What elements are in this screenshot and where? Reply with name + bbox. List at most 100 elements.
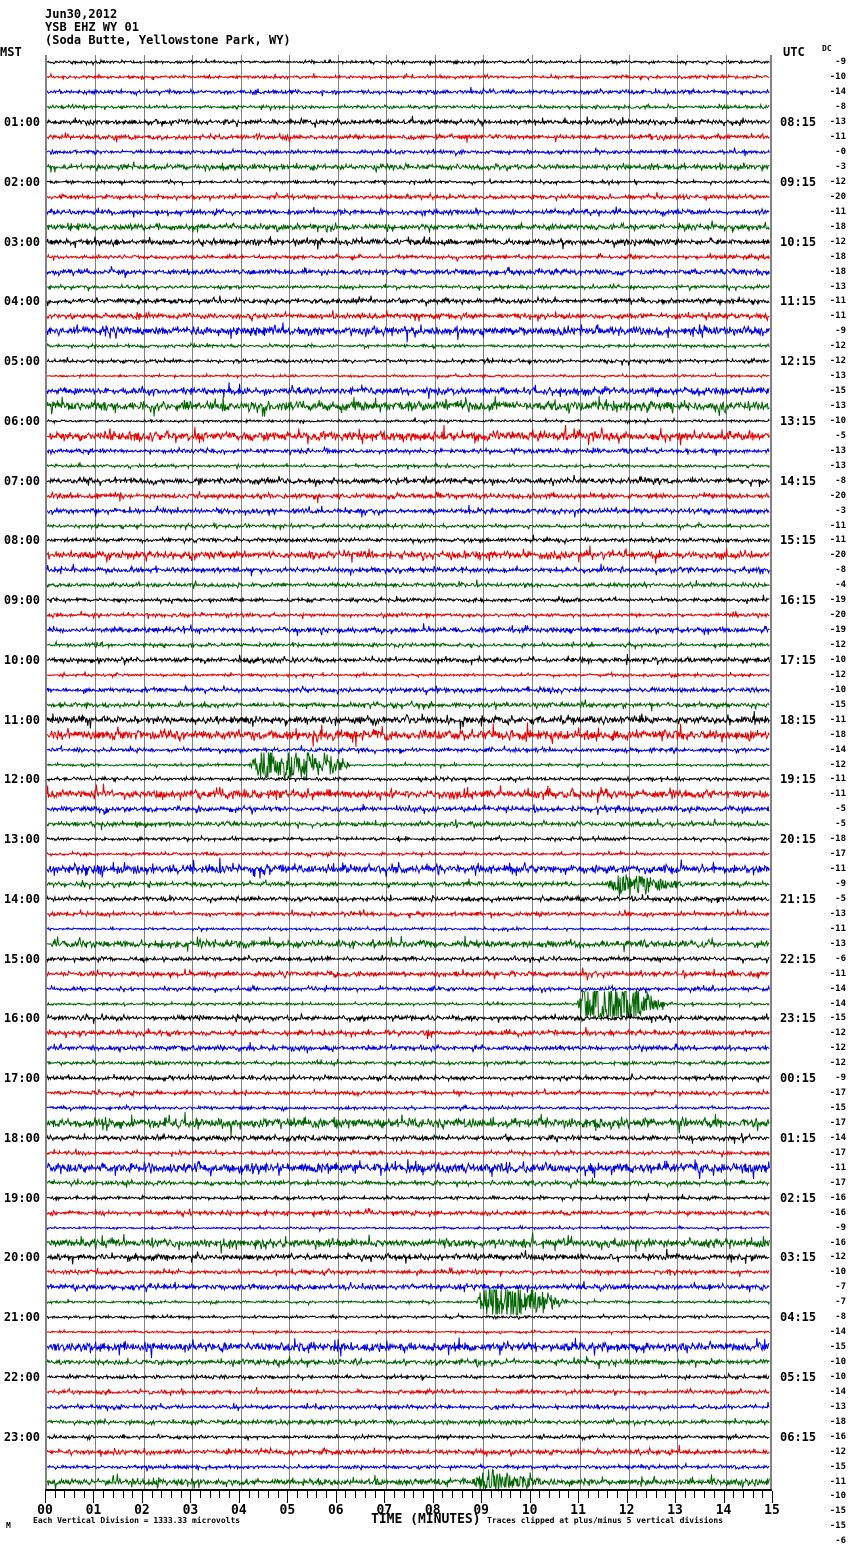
trace-path bbox=[47, 133, 769, 143]
trace-row-9 bbox=[47, 184, 770, 210]
axis-tick-minor bbox=[103, 1491, 105, 1498]
axis-tick-minor bbox=[200, 1491, 202, 1498]
utc-time-label: 17:15 bbox=[780, 652, 817, 667]
axis-tick-minor bbox=[636, 1491, 638, 1498]
trace-row-66 bbox=[47, 1035, 770, 1061]
trace-row-69 bbox=[47, 1080, 770, 1106]
trace-path bbox=[47, 491, 769, 503]
trace-row-45 bbox=[47, 722, 770, 748]
axis-tick-minor bbox=[403, 1491, 405, 1498]
mst-time-label: 07:00 bbox=[3, 473, 40, 488]
trace-path bbox=[47, 374, 769, 379]
axis-tick-major bbox=[190, 1491, 192, 1503]
x-axis-tick-label: 06 bbox=[327, 1503, 344, 1518]
axis-tick-minor bbox=[607, 1491, 609, 1498]
axis-tick-minor bbox=[616, 1491, 618, 1498]
axis-tick-minor bbox=[248, 1491, 250, 1498]
axis-tick-minor bbox=[122, 1491, 124, 1498]
trace-row-76 bbox=[47, 1185, 770, 1211]
mst-time-label: 11:00 bbox=[3, 712, 40, 727]
trace-row-36 bbox=[47, 587, 770, 613]
dc-offset-value: -3 bbox=[835, 162, 846, 173]
axis-tick-minor bbox=[452, 1491, 454, 1498]
axis-tick-minor bbox=[267, 1491, 269, 1498]
x-axis-tick-label: 01 bbox=[85, 1503, 102, 1518]
utc-time-label: 23:15 bbox=[780, 1011, 817, 1026]
dc-offset-value: -9 bbox=[835, 1073, 846, 1084]
utc-time-label: 13:15 bbox=[780, 413, 817, 428]
dc-offset-value: -11 bbox=[829, 535, 846, 546]
x-axis-tick-label: 00 bbox=[37, 1503, 53, 1518]
dc-offset-value: -10 bbox=[829, 1491, 846, 1502]
utc-time-label: 02:15 bbox=[780, 1190, 817, 1205]
x-axis-tick-label: 03 bbox=[182, 1503, 199, 1518]
axis-tick-major bbox=[335, 1491, 337, 1503]
trace-row-35 bbox=[47, 572, 770, 598]
gridline-minute-10 bbox=[531, 55, 533, 1489]
trace-row-60 bbox=[47, 946, 770, 972]
mst-time-label: 09:00 bbox=[3, 593, 40, 608]
trace-row-91 bbox=[47, 1409, 770, 1435]
utc-time-label: 20:15 bbox=[780, 832, 817, 847]
trace-row-10 bbox=[47, 199, 770, 225]
trace-row-50 bbox=[47, 796, 770, 822]
axis-tick-major bbox=[772, 1491, 773, 1503]
axis-tick-minor bbox=[471, 1491, 473, 1498]
axis-tick-minor bbox=[326, 1491, 328, 1498]
trace-path bbox=[47, 685, 769, 695]
axis-tick-minor bbox=[64, 1491, 66, 1498]
trace-path bbox=[47, 462, 769, 469]
axis-tick-minor bbox=[83, 1491, 85, 1498]
axis-tick-major bbox=[675, 1491, 677, 1503]
trace-row-52 bbox=[47, 826, 770, 852]
trace-row-5 bbox=[47, 124, 770, 150]
dc-offset-value: -5 bbox=[835, 430, 846, 441]
trace-path bbox=[47, 595, 769, 604]
dc-offset-value: -15 bbox=[829, 1342, 846, 1353]
dc-offset-value: -10 bbox=[829, 72, 846, 83]
dc-offset-value: -19 bbox=[829, 625, 846, 636]
trace-row-4 bbox=[47, 109, 770, 135]
dc-offset-value: -10 bbox=[829, 684, 846, 695]
utc-time-label: 22:15 bbox=[780, 951, 817, 966]
trace-row-0 bbox=[47, 49, 770, 75]
dc-offset-value: -18 bbox=[829, 251, 846, 262]
trace-path bbox=[47, 711, 769, 729]
dc-offset-value: -12 bbox=[829, 176, 846, 187]
trace-row-40 bbox=[47, 647, 770, 673]
dc-offset-value: -15 bbox=[829, 386, 846, 397]
axis-tick-minor bbox=[161, 1491, 163, 1498]
trace-path bbox=[47, 74, 769, 81]
dc-offset-value: -5 bbox=[835, 893, 846, 904]
dc-offset-value: -13 bbox=[829, 460, 846, 471]
trace-path bbox=[47, 1225, 769, 1231]
dc-offset-value: -12 bbox=[829, 1028, 846, 1039]
trace-path bbox=[47, 1445, 769, 1457]
trace-row-64 bbox=[47, 1005, 770, 1031]
dc-offset-value: -4 bbox=[835, 580, 846, 591]
axis-tick-minor bbox=[500, 1491, 502, 1498]
dc-offset-value: -16 bbox=[829, 1207, 846, 1218]
axis-tick-minor bbox=[490, 1491, 492, 1498]
axis-tick-major bbox=[45, 1491, 46, 1503]
axis-tick-minor bbox=[306, 1491, 308, 1498]
trace-row-29 bbox=[47, 483, 770, 509]
trace-path bbox=[47, 611, 769, 619]
x-axis-title: TIME (MINUTES) bbox=[371, 1512, 481, 1527]
dc-offset-value: -10 bbox=[829, 415, 846, 426]
dc-offset-value: -10 bbox=[829, 654, 846, 665]
trace-path bbox=[47, 1469, 769, 1491]
trace-row-59 bbox=[47, 931, 770, 957]
axis-tick-minor bbox=[762, 1491, 764, 1498]
axis-tick-minor bbox=[587, 1491, 589, 1498]
dc-offset-value: -10 bbox=[829, 1371, 846, 1382]
trace-path bbox=[47, 1249, 769, 1265]
trace-row-32 bbox=[47, 527, 770, 553]
dc-offset-value: -11 bbox=[829, 789, 846, 800]
trace-path bbox=[47, 1177, 769, 1188]
axis-tick-minor bbox=[539, 1491, 541, 1498]
trace-path bbox=[47, 396, 769, 417]
trace-path bbox=[47, 253, 769, 261]
dc-offset-value: -3 bbox=[835, 505, 846, 516]
trace-row-88 bbox=[47, 1364, 770, 1390]
